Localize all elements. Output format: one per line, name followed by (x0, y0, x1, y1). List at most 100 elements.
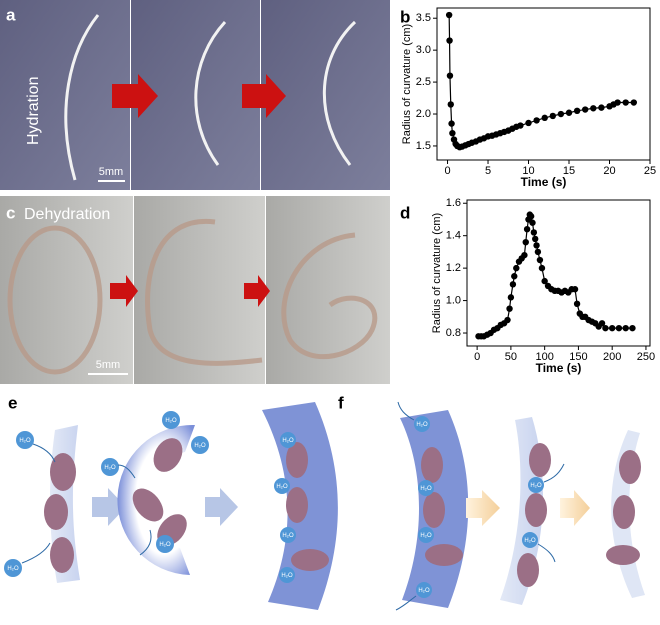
water-molecules (414, 416, 544, 598)
data-point (614, 99, 621, 106)
water-molecules (4, 411, 296, 583)
diagram-f: f H₂O H₂O H₂O H₂O H₂O H₂O (338, 393, 645, 611)
charts: 0 5 10 15 20 25 1.5 2.0 2.5 3.0 3.5 Time (s) Radius … (400, 7, 656, 375)
water-label: H₂O (7, 566, 19, 572)
data-point (523, 226, 531, 233)
arrow (92, 488, 126, 526)
y-tick-label: 1.2 (446, 262, 461, 274)
data-point (541, 277, 548, 285)
sample (7, 225, 103, 375)
arrow (560, 490, 590, 526)
data-point (536, 256, 544, 264)
particle (286, 442, 308, 478)
photo (134, 196, 265, 384)
data-point (533, 117, 540, 124)
x-tick-label: 50 (505, 351, 517, 363)
x-tick-label: 250 (637, 351, 655, 363)
data-point (582, 106, 589, 113)
data-point (449, 129, 456, 137)
water-label: H₂O (530, 483, 542, 489)
data-point (527, 213, 535, 220)
diagram-e: e H₂O H₂O H₂O H₂O H₂O H₂O H₂O H₂O H₂O H₂O (4, 393, 338, 610)
data-point (511, 273, 518, 280)
water-arrows (395, 401, 565, 611)
particle (606, 545, 640, 565)
particle (423, 492, 445, 528)
particle (132, 488, 164, 522)
particle (525, 493, 547, 527)
x-tick-label: 200 (603, 351, 621, 363)
scale-text: 5mm (96, 359, 120, 371)
data-point (608, 324, 616, 332)
water-label: H₂O (104, 465, 116, 471)
y-tick-label: 1.6 (446, 197, 461, 209)
data-point (629, 324, 636, 332)
arrow (466, 490, 500, 526)
water-label: H₂O (524, 538, 536, 544)
data-point (504, 316, 511, 324)
data-point (590, 105, 597, 112)
x-tick-label: 20 (603, 165, 615, 177)
data-line (478, 213, 633, 337)
arrow (112, 74, 158, 118)
data-point (598, 320, 606, 327)
x-tick-label: 0 (444, 165, 450, 177)
photo (0, 0, 130, 190)
data-point (530, 229, 538, 236)
data-point (446, 37, 453, 44)
water-label: H₂O (276, 484, 288, 490)
caption: Dehydration (24, 206, 110, 223)
sample (64, 14, 100, 181)
data-point (571, 286, 579, 293)
data-point (513, 264, 520, 272)
particle (517, 553, 539, 587)
water-label: H₂O (418, 588, 430, 594)
data-point (622, 324, 629, 332)
panel-label: a (6, 5, 16, 24)
data-point (630, 99, 638, 106)
x-tick-label: 0 (474, 351, 480, 363)
data-point (521, 251, 528, 259)
data-point (533, 242, 540, 249)
particle (291, 549, 329, 571)
data-line (448, 15, 634, 148)
data-point (445, 11, 453, 19)
particle (425, 544, 463, 566)
panel-label: b (400, 7, 410, 26)
data-point (522, 238, 529, 246)
y-tick-label: 1.5 (416, 140, 431, 152)
particle (50, 453, 76, 491)
x-tick-label: 150 (569, 351, 587, 363)
x-tick-label: 25 (644, 165, 656, 177)
water-label: H₂O (19, 438, 31, 444)
data-point (549, 112, 557, 120)
data-point (538, 264, 546, 272)
data-point (506, 305, 513, 312)
data-point (598, 104, 605, 111)
water-label: H₂O (165, 418, 177, 424)
particle (44, 494, 68, 530)
particle (286, 487, 308, 523)
data-point (525, 119, 532, 127)
sample (194, 20, 227, 166)
data-point (615, 324, 623, 332)
panel-label: e (8, 393, 17, 412)
water-label: H₂O (420, 486, 432, 492)
data-point (573, 300, 581, 308)
y-tick-label: 3.5 (416, 12, 431, 24)
particle (421, 447, 443, 483)
panel-label: d (400, 203, 410, 222)
arrow (244, 275, 270, 307)
particle (50, 537, 74, 573)
data-point (529, 219, 536, 226)
data-point (507, 294, 515, 301)
x-tick-label: 15 (563, 165, 575, 177)
data-point (622, 99, 629, 106)
y-tick-label: 0.8 (446, 327, 461, 339)
y-tick-label: 1.0 (446, 294, 461, 306)
particle (529, 443, 551, 477)
caption: Hydration (25, 77, 42, 145)
sample (281, 232, 378, 360)
x-tick-label: 5 (485, 165, 491, 177)
